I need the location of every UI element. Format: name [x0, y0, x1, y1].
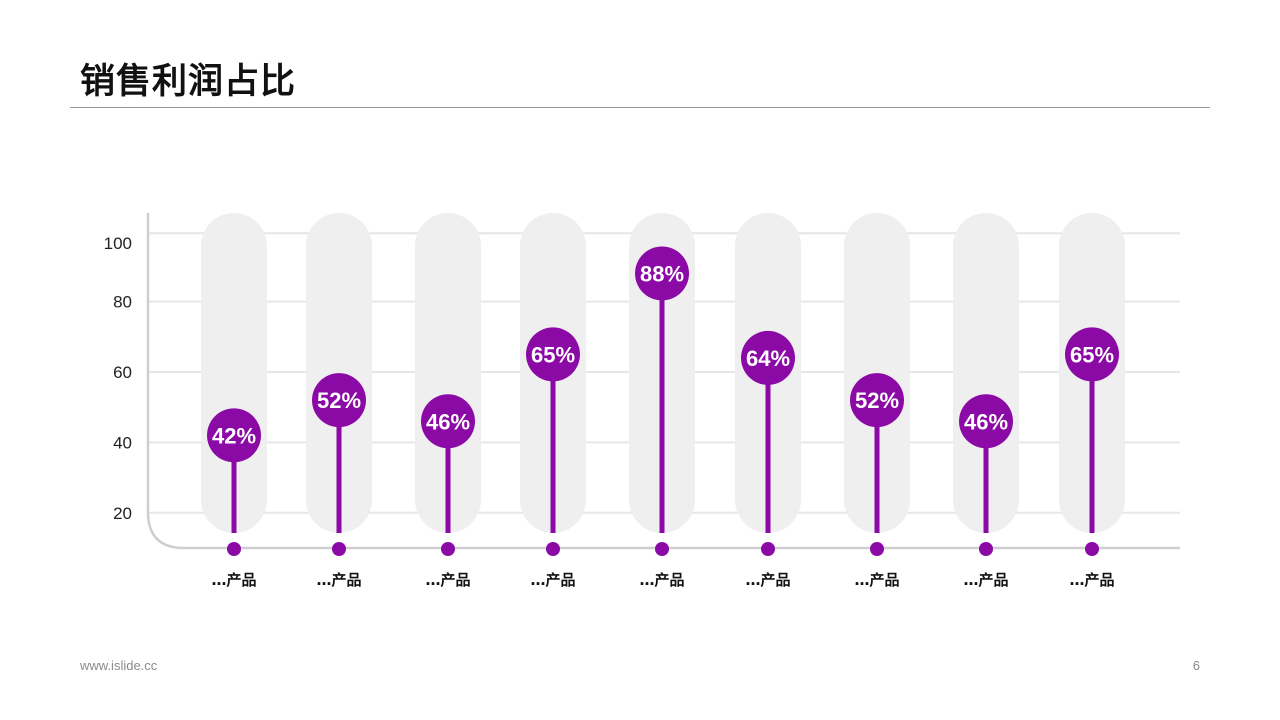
value-bubble: [959, 394, 1013, 449]
data-label: 65%: [531, 342, 575, 367]
data-label: 52%: [317, 388, 361, 413]
x-category-label: …产品: [211, 571, 256, 589]
x-category-label: …产品: [963, 571, 1008, 589]
y-tick-label: 100: [104, 234, 132, 253]
x-category-label: …产品: [316, 571, 361, 589]
value-bubble: [207, 408, 261, 463]
data-label: 64%: [746, 346, 790, 371]
data-label: 42%: [212, 423, 256, 448]
y-tick-label: 40: [113, 433, 132, 452]
bar-track: [306, 213, 372, 533]
value-bubble: [635, 246, 689, 301]
baseline-dot: [227, 542, 241, 556]
x-category-label: …产品: [745, 571, 790, 589]
baseline-dot: [870, 542, 884, 556]
baseline-dot: [761, 542, 775, 556]
data-label: 52%: [855, 388, 899, 413]
x-category-label: …产品: [854, 571, 899, 589]
y-tick-label: 80: [113, 293, 132, 312]
data-label: 46%: [426, 409, 470, 434]
chart-axis: [146, 213, 1180, 550]
data-label: 46%: [964, 409, 1008, 434]
x-category-label: …产品: [639, 571, 684, 589]
value-bubble: [741, 330, 795, 385]
x-category-label: …产品: [530, 571, 575, 589]
baseline-dot: [332, 542, 346, 556]
baseline-dot: [979, 542, 993, 556]
bar-track: [953, 213, 1019, 533]
value-bubble: [421, 394, 475, 449]
data-label: 88%: [640, 261, 684, 286]
baseline-dot: [546, 542, 560, 556]
y-tick-label: 20: [113, 504, 132, 523]
footer-url[interactable]: www.islide.cc: [80, 658, 158, 673]
value-bubble: [526, 327, 580, 382]
x-category-label: …产品: [425, 571, 470, 589]
page-title: 销售利润占比: [80, 62, 297, 101]
x-category-label: …产品: [1069, 571, 1114, 589]
baseline-dot: [655, 542, 669, 556]
baseline-dot: [441, 542, 455, 556]
bar-track: [844, 213, 910, 533]
value-bubble: [850, 373, 904, 428]
value-bubble: [312, 373, 366, 428]
data-label: 65%: [1070, 342, 1114, 367]
y-tick-label: 60: [113, 363, 132, 382]
page-number: 6: [1192, 658, 1200, 673]
title-divider: [70, 107, 1210, 108]
baseline-dot: [1085, 542, 1099, 556]
value-bubble: [1065, 327, 1119, 382]
bar-track: [415, 213, 481, 533]
